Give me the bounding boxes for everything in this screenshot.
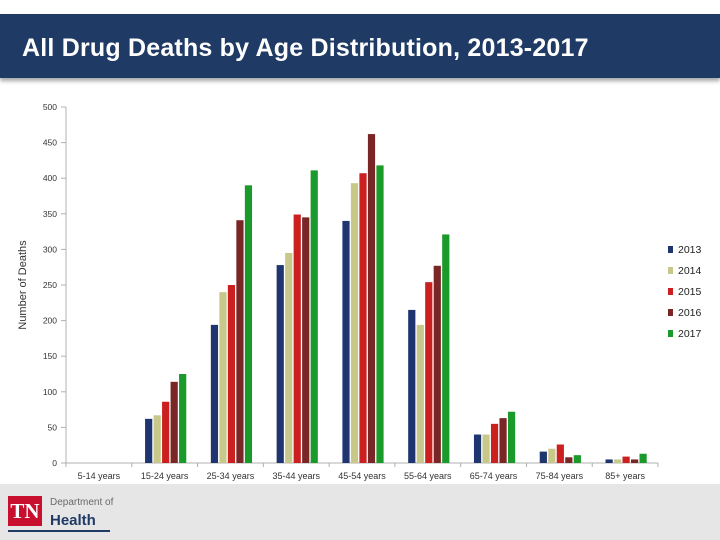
y-tick-label: 200 [43,316,57,326]
bar-2015 [490,423,499,463]
x-tick-label: 75-84 years [536,471,584,481]
bar-2014 [548,448,556,463]
bar-2016 [302,217,310,463]
bar-2014 [482,434,490,463]
y-tick-label: 100 [43,387,57,397]
bar-2017 [179,374,187,463]
bar-2015 [227,285,236,463]
bar-2014 [350,183,359,463]
bar-2014 [285,252,293,463]
x-tick-label: 55-64 years [404,471,452,481]
bar-2016 [499,418,507,463]
bar-2015 [293,214,301,463]
legend-label-2014: 2014 [678,265,702,277]
bar-2016 [631,459,639,463]
y-tick-label: 50 [48,422,58,432]
bar-2017 [507,411,516,463]
bar-2013 [210,324,219,463]
bar-2014 [219,292,227,463]
bar-2015 [359,173,367,463]
bar-2015 [622,456,630,463]
y-axis-title: Number of Deaths [17,240,29,330]
y-tick-label: 150 [43,351,57,361]
bar-2016 [236,220,244,463]
bar-2017 [573,455,581,463]
bar-2013 [342,220,350,463]
footer-bar [0,484,720,540]
x-tick-label: 5-14 years [78,471,121,481]
bar-2016 [170,381,178,463]
legend-label-2015: 2015 [678,286,702,298]
bar-2013 [539,451,547,463]
y-tick-label: 500 [43,102,57,112]
legend-label-2017: 2017 [678,328,702,340]
y-tick-label: 400 [43,173,57,183]
bar-2015 [162,401,170,463]
x-tick-label: 35-44 years [272,471,320,481]
tn-health-logo: TN Department of Health [8,494,118,536]
bar-2013 [145,418,153,463]
bar-2014 [416,324,424,463]
bar-2016 [565,457,573,463]
logo-mark: TN [8,496,42,526]
legend-swatch-2013 [668,246,673,253]
y-tick-label: 300 [43,244,57,254]
legend-label-2016: 2016 [678,307,702,319]
x-tick-label: 25-34 years [207,471,255,481]
y-tick-label: 250 [43,280,57,290]
bar-2017 [310,170,318,464]
title-bar: All Drug Deaths by Age Distribution, 201… [0,14,720,78]
x-tick-label: 15-24 years [141,471,189,481]
legend-swatch-2017 [668,330,673,337]
logo-health-text: Health [50,512,96,529]
legend-swatch-2015 [668,288,673,295]
x-tick-label: 65-74 years [470,471,518,481]
bar-2016 [433,265,441,463]
bar-2017 [442,234,450,463]
bar-2017 [244,185,253,463]
x-tick-label: 45-54 years [338,471,386,481]
bar-2013 [473,434,482,463]
bar-2017 [639,453,647,463]
bar-2013 [605,459,613,463]
bar-2015 [425,282,433,463]
logo-department-text: Department of [50,497,114,508]
y-tick-label: 450 [43,138,57,148]
y-tick-label: 0 [52,458,57,468]
x-tick-label: 85+ years [605,471,645,481]
bar-2014 [153,415,161,463]
y-tick-label: 350 [43,209,57,219]
bar-2013 [276,265,284,463]
logo-underline [8,530,110,532]
bar-2014 [614,459,622,463]
legend-swatch-2014 [668,267,673,274]
legend-swatch-2016 [668,309,673,316]
page-title: All Drug Deaths by Age Distribution, 201… [22,34,589,62]
bar-2013 [408,309,416,463]
legend-label-2013: 2013 [678,244,702,256]
bar-2016 [367,134,376,463]
bar-2017 [376,165,384,463]
bar-2015 [556,444,564,463]
